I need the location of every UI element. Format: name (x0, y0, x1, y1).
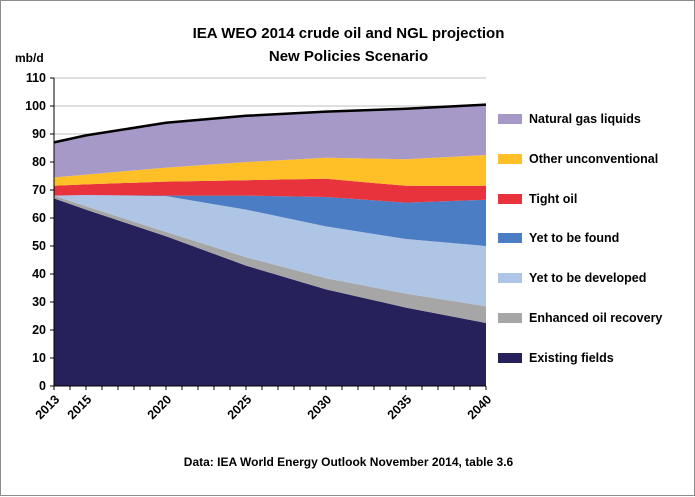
x-tick-label: 2040 (465, 392, 495, 422)
legend-swatch (498, 114, 522, 124)
area-series-existing-fields (54, 198, 486, 386)
legend-label: Yet to be developed (529, 271, 647, 286)
legend-swatch (498, 313, 522, 323)
legend-label: Existing fields (529, 350, 614, 365)
y-tick-label: 50 (32, 239, 46, 253)
legend-label: Tight oil (529, 191, 578, 206)
area-series-yet-to-be-found (54, 195, 486, 246)
x-tick-label: 2035 (385, 392, 415, 422)
legend-label: Yet to be found (529, 231, 620, 246)
x-tick-label: 2013 (33, 392, 63, 422)
total-line (53, 103, 487, 144)
legend-swatch (498, 233, 522, 244)
y-tick-label: 100 (25, 99, 46, 113)
area-series-enhanced-oil-recovery (54, 195, 486, 323)
y-tick-label: 0 (39, 379, 46, 393)
x-tick-label: 2025 (225, 392, 255, 422)
area-series-tight-oil (54, 178, 486, 203)
x-tick-label: 2020 (145, 392, 175, 422)
legend-swatch (498, 273, 522, 284)
legend-swatch (498, 352, 522, 363)
y-tick-label: 110 (26, 71, 46, 85)
area-series-yet-to-be-developed (54, 195, 486, 307)
chart-subtitle: New Policies Scenario (268, 48, 429, 65)
y-tick-label: 90 (32, 127, 46, 141)
area-series-natural-gas-liquids (54, 104, 486, 178)
x-tick-label: 2030 (305, 392, 335, 422)
y-tick-label: 40 (32, 267, 46, 281)
legend-label: Other unconventional (529, 151, 659, 166)
y-tick-label: 20 (32, 323, 46, 337)
y-tick-label: 30 (32, 295, 46, 309)
y-tick-label: 60 (32, 211, 46, 225)
source-caption: Data: IEA World Energy Outlook November … (183, 455, 514, 469)
legend-label: Natural gas liquids (529, 112, 641, 126)
x-tick-label: 2015 (65, 392, 95, 422)
legend-label: Enhanced oil recovery (529, 311, 663, 325)
legend-swatch (498, 193, 522, 204)
area-series-other-unconventional (54, 155, 486, 186)
y-tick-label: 10 (32, 351, 46, 365)
y-axis-label: mb/d (15, 51, 44, 65)
y-tick-label: 70 (32, 183, 46, 197)
chart-title: IEA WEO 2014 crude oil and NGL projectio… (192, 25, 505, 42)
legend-swatch (498, 153, 522, 164)
y-tick-label: 80 (32, 155, 46, 169)
